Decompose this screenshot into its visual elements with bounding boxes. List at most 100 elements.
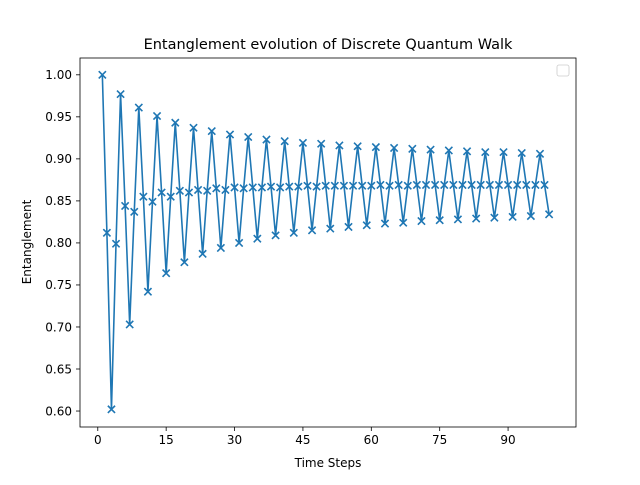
data-point xyxy=(508,212,517,222)
data-point xyxy=(230,183,239,192)
data-point xyxy=(453,215,463,224)
data-point xyxy=(111,239,121,248)
data-point xyxy=(531,180,540,190)
data-point xyxy=(303,181,312,190)
data-point xyxy=(385,181,394,190)
data-point xyxy=(458,180,467,190)
data-point xyxy=(394,180,403,190)
y-tick-label: 0.60 xyxy=(45,404,72,418)
data-point xyxy=(362,221,371,230)
data-point xyxy=(285,182,294,191)
data-point xyxy=(367,181,376,190)
data-point xyxy=(412,180,422,190)
data-point xyxy=(517,148,526,158)
data-point xyxy=(449,180,458,190)
y-tick-label: 0.85 xyxy=(45,194,72,208)
data-point xyxy=(408,144,417,153)
data-point xyxy=(503,180,513,190)
data-point xyxy=(134,103,143,112)
data-point xyxy=(544,210,554,219)
data-point xyxy=(526,211,536,221)
x-tick-label: 15 xyxy=(159,433,174,447)
data-point xyxy=(234,238,244,248)
data-point xyxy=(471,214,481,223)
data-point xyxy=(490,213,499,222)
data-point xyxy=(102,228,112,237)
data-point xyxy=(212,184,221,193)
data-point xyxy=(271,231,280,240)
data-point xyxy=(143,287,153,296)
data-point xyxy=(421,180,431,190)
data-point xyxy=(130,207,139,216)
plot-area xyxy=(98,70,554,414)
data-point xyxy=(175,186,185,195)
data-point xyxy=(294,182,303,191)
data-point xyxy=(157,188,166,197)
data-point xyxy=(435,216,444,225)
data-point xyxy=(216,243,226,253)
data-point xyxy=(107,405,116,414)
data-point xyxy=(348,181,358,190)
data-point xyxy=(426,145,435,154)
data-point xyxy=(326,224,335,233)
data-point xyxy=(280,137,289,146)
data-point xyxy=(376,180,385,190)
x-tick-label: 75 xyxy=(432,433,447,447)
data-point xyxy=(307,226,317,235)
data-point xyxy=(166,192,175,201)
data-point xyxy=(244,132,253,142)
data-point xyxy=(353,142,362,151)
y-tick-label: 0.75 xyxy=(45,278,72,292)
data-point xyxy=(522,180,531,190)
x-tick-label: 60 xyxy=(364,433,379,447)
chart-title: Entanglement evolution of Discrete Quant… xyxy=(144,37,513,53)
data-point xyxy=(120,201,130,211)
data-point xyxy=(358,181,367,190)
data-point xyxy=(180,258,189,267)
y-tick-label: 0.65 xyxy=(45,362,72,376)
data-point xyxy=(289,228,298,237)
data-point xyxy=(139,192,148,201)
data-point xyxy=(330,181,340,190)
data-point xyxy=(239,184,248,193)
data-point xyxy=(116,89,125,99)
y-tick-label: 0.90 xyxy=(45,152,72,166)
data-point xyxy=(225,130,235,139)
y-axis-label: Entanglement xyxy=(20,199,34,284)
data-point xyxy=(148,197,157,206)
y-tick-label: 0.70 xyxy=(45,320,72,334)
data-point xyxy=(203,186,212,195)
data-point xyxy=(207,126,216,136)
data-point xyxy=(485,180,495,190)
x-tick-label: 0 xyxy=(94,433,102,447)
data-point xyxy=(467,180,476,190)
y-tick-label: 1.00 xyxy=(45,68,72,82)
data-point xyxy=(476,180,485,190)
data-point xyxy=(152,111,162,121)
data-point xyxy=(316,139,326,148)
data-point xyxy=(540,180,549,190)
data-point xyxy=(535,149,545,158)
y-tick-label: 0.80 xyxy=(45,236,72,250)
data-point xyxy=(98,70,107,79)
data-point xyxy=(417,216,426,226)
legend-box xyxy=(556,64,570,77)
data-point xyxy=(266,182,276,191)
data-point xyxy=(161,269,171,278)
data-point xyxy=(430,180,440,190)
data-point xyxy=(189,123,198,132)
data-point xyxy=(513,180,522,190)
data-point xyxy=(339,181,349,190)
x-tick-label: 90 xyxy=(500,433,515,447)
data-point xyxy=(198,249,207,259)
data-point xyxy=(380,219,390,228)
data-point xyxy=(494,180,504,190)
axes: 0 15 30 45 60 75 90 0.60 0.65 0.70 0.75 0.80 0.85 0.9… xyxy=(45,68,515,447)
data-point xyxy=(221,185,230,195)
data-point xyxy=(312,182,321,191)
x-axis-label: Time Steps xyxy=(294,456,362,470)
data-point xyxy=(125,320,134,329)
data-point xyxy=(193,185,203,195)
